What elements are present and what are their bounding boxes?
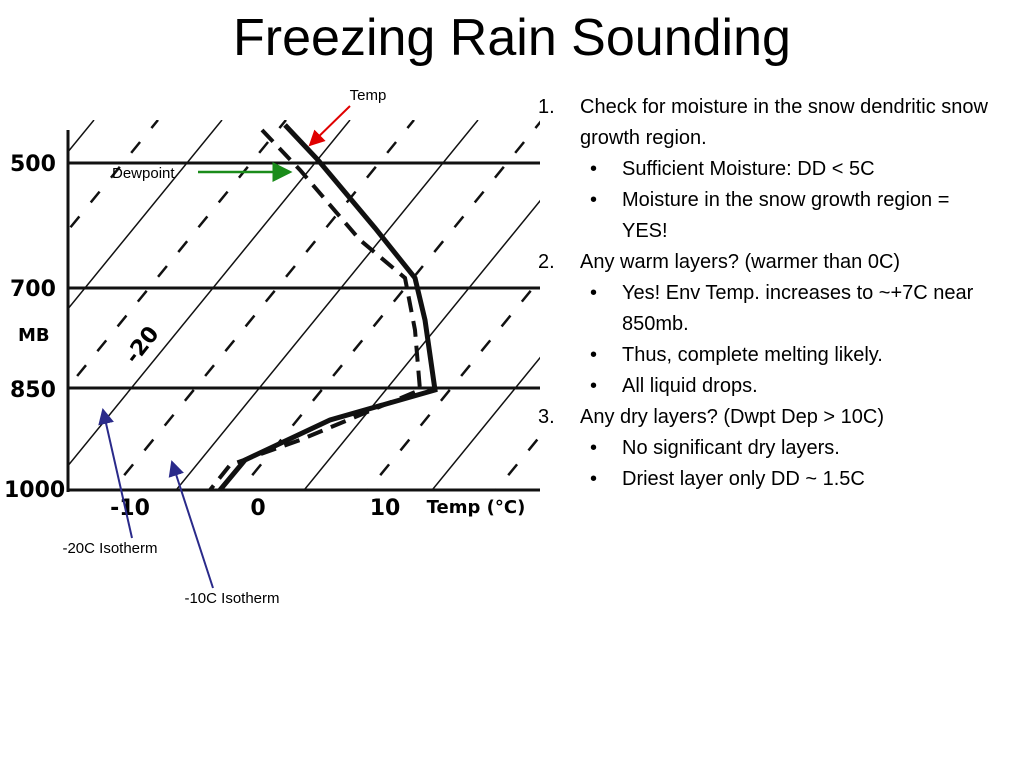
dewpoint-annotation: Dewpoint [112, 165, 175, 182]
isotherm-label: -20 [120, 322, 164, 369]
temp-annotation: Temp [350, 87, 387, 104]
bullet-item: • No significant dry layers. [590, 433, 998, 464]
iso10-arrow [168, 460, 214, 589]
iso20-arrow [98, 408, 133, 539]
list-item: 2. Any warm layers? (warmer than 0C) [538, 247, 998, 278]
bullet-item: • Moisture in the snow growth region = YE… [590, 185, 998, 247]
temp-label: -10 [110, 496, 150, 521]
checklist: 1. Check for moisture in the snow dendrit… [538, 92, 998, 495]
pressure-unit: MB [18, 325, 50, 346]
slide-title: Freezing Rain Sounding [233, 9, 791, 67]
pressure-label: 500 [10, 152, 56, 177]
isotherm [68, 120, 223, 310]
bullet-dot: • [590, 282, 598, 304]
temp-label: 10 [370, 496, 401, 521]
bullet-text: Yes! Env Temp. increases to ~+7C near 85… [622, 282, 974, 335]
iso10-annotation: -10C Isotherm [184, 590, 279, 607]
temp-arrow [308, 105, 351, 147]
bullet-text: No significant dry layers. [622, 437, 840, 459]
pressure-label: 850 [10, 378, 56, 403]
bullet-dot: • [590, 375, 598, 397]
iso20-annotation: -20C Isotherm [62, 540, 157, 557]
isotherms [0, 120, 1024, 500]
item-text: Check for moisture in the snow dendritic… [580, 96, 988, 149]
isotherm [175, 120, 479, 490]
list-item: 3. Any dry layers? (Dwpt Dep > 10C) [538, 402, 998, 433]
bullet-dot: • [590, 468, 598, 490]
dashed-isotherm [1000, 120, 1024, 500]
pressure-label: 700 [10, 277, 56, 302]
bullet-item: • Thus, complete melting likely. [590, 340, 998, 371]
isotherm [68, 120, 95, 154]
bullet-item: • All liquid drops. [590, 371, 998, 402]
bullet-dot: • [590, 189, 598, 211]
isotherm [303, 199, 540, 490]
bullet-item: • Sufficient Moisture: DD < 5C [590, 154, 998, 185]
temp-axis-title: Temp (°C) [427, 497, 526, 518]
dewpoint-curve [208, 128, 423, 492]
bullet-text: Thus, complete melting likely. [622, 344, 883, 366]
bullet-dot: • [590, 158, 598, 180]
dashed-isotherm [0, 120, 30, 500]
isotherm [431, 356, 540, 490]
bullet-item: • Driest layer only DD ~ 1.5C [590, 464, 998, 495]
list-item: 1. Check for moisture in the snow dendrit… [538, 92, 998, 154]
bullet-text: Driest layer only DD ~ 1.5C [622, 468, 865, 490]
bullet-text: Moisture in the snow growth region = YES… [622, 189, 950, 242]
axes [66, 130, 540, 492]
temp-curve [218, 123, 438, 492]
pressure-label: 1000 [4, 478, 65, 503]
item-text: Any dry layers? (Dwpt Dep > 10C) [580, 406, 885, 428]
temp-label: 0 [250, 496, 265, 521]
bullet-dot: • [590, 344, 598, 366]
isotherm [68, 120, 351, 467]
bullet-text: All liquid drops. [622, 375, 758, 397]
item-number: 2. [538, 251, 555, 273]
bullet-text: Sufficient Moisture: DD < 5C [622, 158, 875, 180]
bullet-dot: • [590, 437, 598, 459]
item-number: 1. [538, 96, 555, 118]
item-number: 3. [538, 406, 555, 428]
bullet-item: • Yes! Env Temp. increases to ~+7C near 8… [590, 278, 998, 340]
item-text: Any warm layers? (warmer than 0C) [580, 251, 901, 273]
